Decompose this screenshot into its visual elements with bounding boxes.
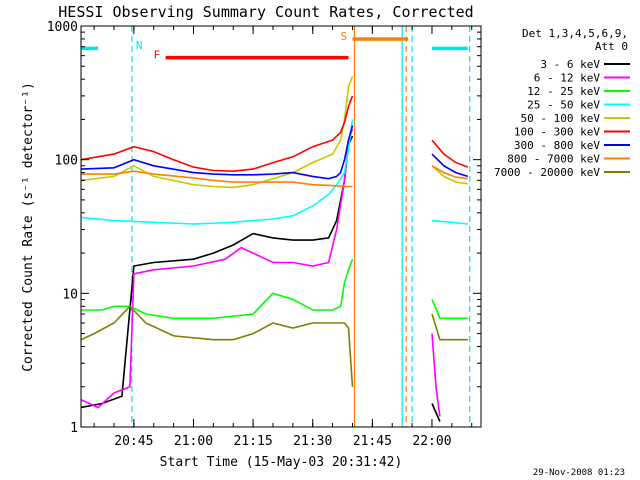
flag-label: F (154, 49, 161, 62)
flags-layer: FS (81, 30, 468, 62)
legend-header-line1: Det 1,3,4,5,6,9, (522, 27, 628, 40)
legend-label: 800 - 7000 keV (507, 153, 600, 166)
series-line (431, 299, 468, 320)
legend-label: 50 - 100 keV (521, 112, 601, 125)
x-tick-label: 21:00 (174, 434, 213, 449)
series-line (431, 313, 468, 341)
x-tick-label: 20:45 (114, 434, 153, 449)
series-line (81, 135, 354, 409)
x-tick-label: 21:15 (234, 434, 273, 449)
night-label: N (136, 39, 143, 52)
footer-date: 29-Nov-2008 01:23 (533, 468, 625, 478)
plot-frame (80, 25, 482, 428)
markers-layer: N (81, 26, 471, 427)
series-line (431, 165, 468, 185)
series-line (81, 258, 354, 320)
axes-layer: 20:45 21:00 21:15 21:30 21:45 22:00 1 10 100 1000 (47, 20, 481, 449)
y-tick-label: 10 (62, 287, 78, 302)
series-line (431, 139, 469, 168)
legend-header-line2: Att 0 (595, 40, 628, 53)
series-line (81, 95, 354, 173)
legend-label: 6 - 12 keV (534, 72, 601, 85)
y-tick-label: 1000 (47, 20, 78, 35)
y-tick-label: 100 (55, 154, 78, 169)
flag-label: S (340, 30, 347, 43)
series-line (431, 219, 468, 225)
legend-label: 100 - 300 keV (514, 126, 600, 139)
y-axis-label: Corrected Count Rate (s⁻¹ detector⁻¹) (21, 82, 36, 372)
series-line (431, 333, 441, 417)
series-line (81, 305, 354, 387)
series-line (81, 119, 354, 225)
x-tick-label: 22:00 (412, 434, 451, 449)
series-line (431, 165, 468, 180)
y-tick-label: 1 (70, 421, 78, 436)
series-line (431, 153, 469, 178)
x-tick-label: 21:30 (293, 434, 332, 449)
legend-label: 12 - 25 keV (527, 85, 600, 98)
legend-label: 7000 - 20000 keV (494, 166, 600, 179)
legend-label: 25 - 50 keV (527, 99, 600, 112)
legend-label: 300 - 800 keV (514, 139, 600, 152)
legend-label: 3 - 6 keV (540, 58, 600, 71)
series-line (81, 125, 354, 180)
series-line (431, 403, 441, 422)
x-axis-label: Start Time (15-May-03 20:31:42) (160, 455, 403, 470)
chart-title: HESSI Observing Summary Count Rates, Cor… (58, 3, 473, 21)
series-layer (81, 76, 469, 422)
series-line (81, 128, 354, 409)
series-line (81, 170, 353, 188)
x-tick-label: 21:45 (353, 434, 392, 449)
